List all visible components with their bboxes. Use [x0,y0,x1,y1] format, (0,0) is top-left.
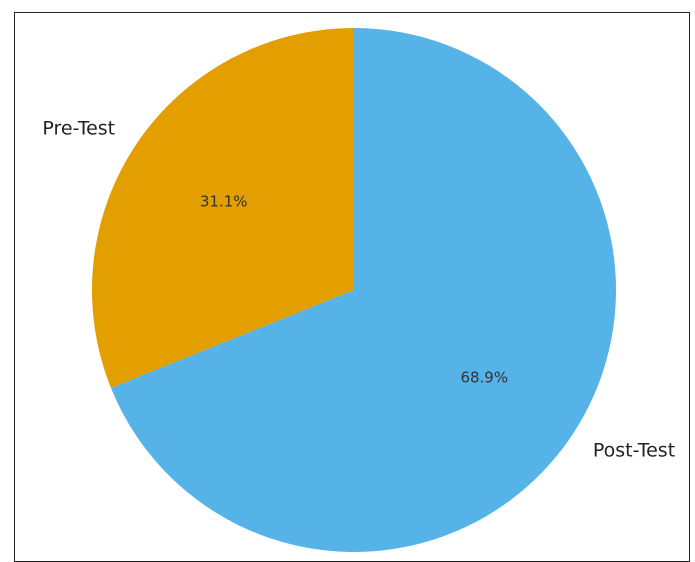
pie-slices [91,28,616,552]
category-label-pre-test: Pre-Test [42,117,115,139]
pct-label-post-test: 68.9% [460,368,508,386]
pct-label-pre-test: 31.1% [200,193,248,211]
pie-labels: 31.1% Pre-Test 68.9% Post-Test [42,117,675,461]
category-label-post-test: Post-Test [593,440,675,462]
pie-slice-pre-test [91,28,354,388]
pie-slice-post-test [111,28,616,552]
